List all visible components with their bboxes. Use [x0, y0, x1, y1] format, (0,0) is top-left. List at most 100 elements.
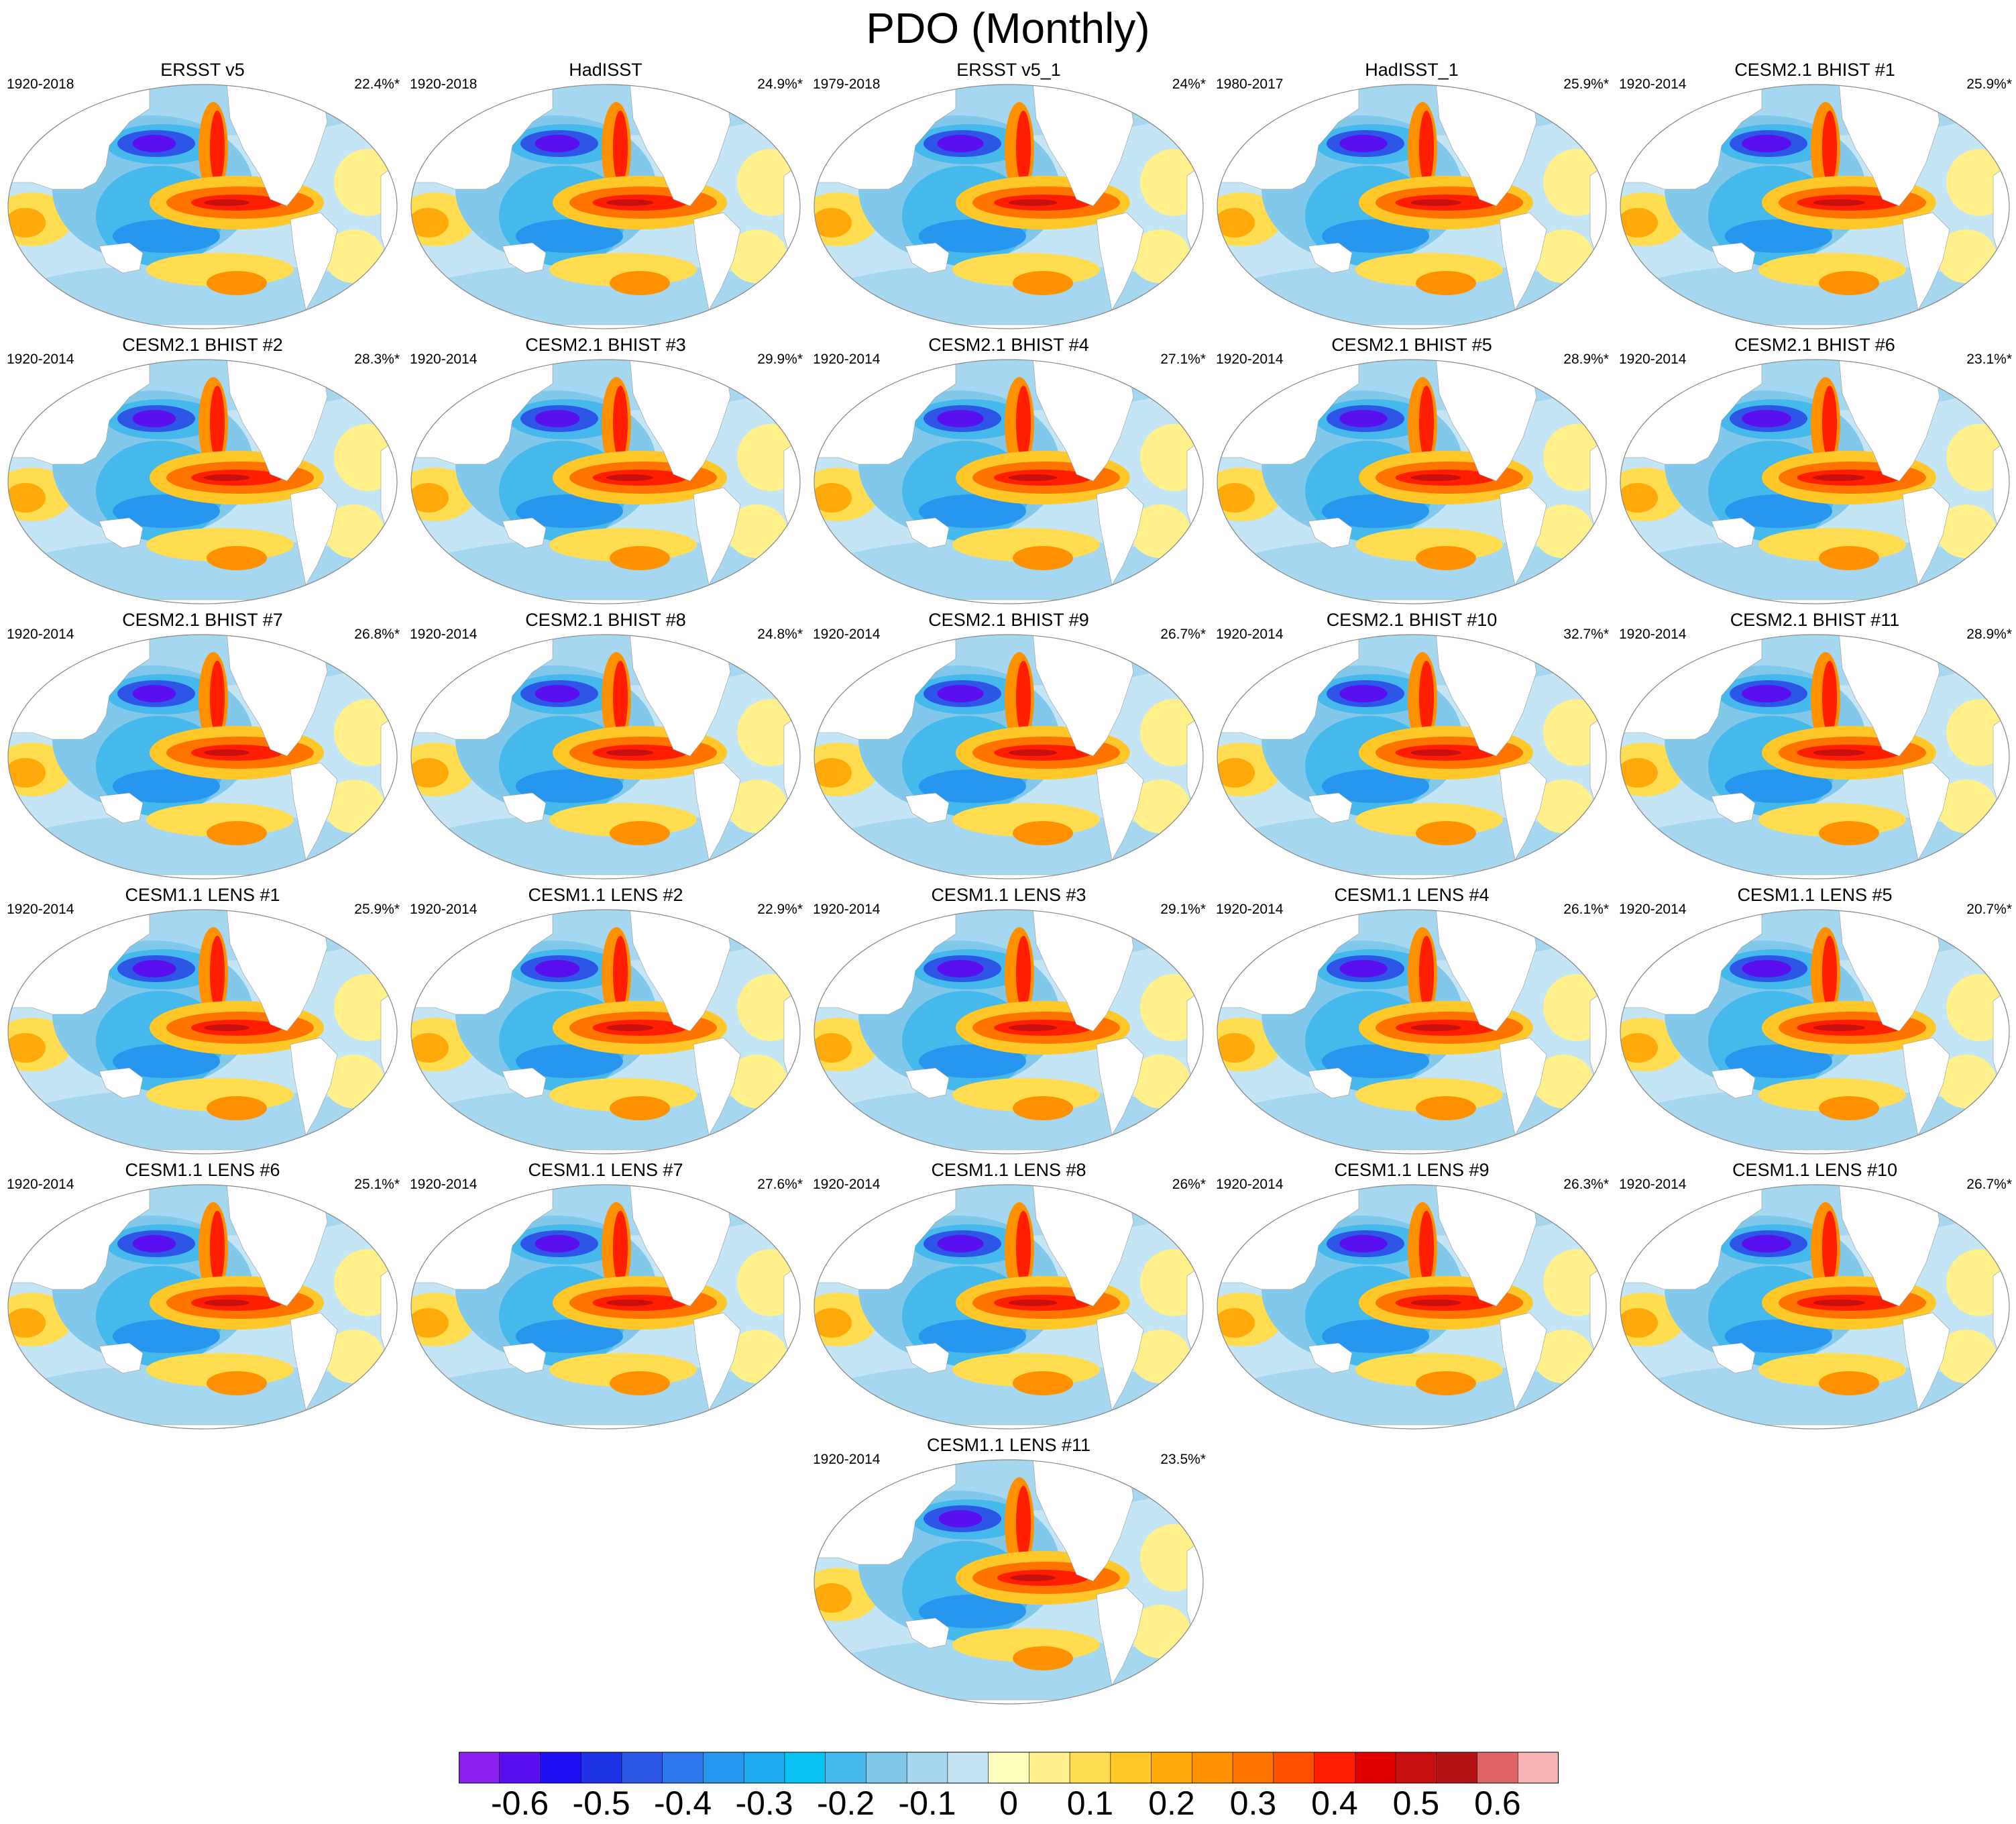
sst-contour — [1620, 758, 1658, 788]
sst-contour — [1819, 546, 1879, 570]
map-outline — [1217, 359, 1607, 604]
colorbar-swatch — [784, 1752, 826, 1784]
panel-title: CESM1.1 LENS #6 — [125, 1160, 280, 1180]
sst-contour — [1410, 1299, 1461, 1306]
sst-contour — [210, 1211, 225, 1285]
panel-years: 1920-2014 — [813, 1177, 881, 1192]
map-panel: CESM2.1 BHIST #7 1920-2014 26.8%* — [3, 609, 402, 879]
landmass — [502, 242, 547, 274]
sst-contour — [1742, 685, 1791, 702]
landmass — [99, 517, 144, 549]
sst-contour — [1813, 1024, 1865, 1031]
map-panel: CESM1.1 LENS #6 1920-2014 25.1%* — [3, 1159, 402, 1430]
sst-contour — [1008, 1024, 1058, 1031]
colorbar-swatch — [662, 1752, 704, 1784]
panel-percent: 20.7%* — [1966, 902, 2012, 917]
colorbar-swatch — [947, 1752, 989, 1784]
sst-contour — [1819, 1096, 1879, 1120]
map-panel: CESM2.1 BHIST #5 1920-2014 28.9%* — [1212, 334, 1612, 604]
panel-title: CESM2.1 BHIST #8 — [525, 610, 686, 630]
colorbar-frame — [459, 1752, 1559, 1784]
colorbar-swatch — [1029, 1752, 1070, 1784]
map-panel: CESM2.1 BHIST #8 1920-2014 24.8%* — [406, 609, 805, 879]
panel-title: CESM2.1 BHIST #11 — [1730, 610, 1900, 630]
sst-contour — [1013, 271, 1073, 295]
sst-contour — [207, 1371, 267, 1395]
landmass — [1620, 1149, 2009, 1154]
sst-contour — [1742, 960, 1791, 977]
sst-contour — [1016, 1211, 1031, 1285]
panel-title: CESM1.1 LENS #2 — [528, 885, 683, 905]
sst-contour — [8, 1308, 46, 1338]
sst-map — [814, 359, 1204, 604]
landmass — [1993, 712, 2009, 827]
sst-map — [1217, 634, 1607, 879]
landmass — [1620, 874, 2009, 879]
landmass — [8, 874, 397, 879]
sst-contour — [535, 685, 580, 702]
sst-contour — [1008, 1299, 1058, 1306]
panel-percent: 27.6%* — [757, 1177, 803, 1192]
panel-years: 1920-2014 — [1619, 902, 1687, 917]
landmass — [1711, 1067, 1756, 1099]
colorbar-tick-label: 0.4 — [1311, 1784, 1358, 1822]
sst-contour — [1339, 960, 1388, 977]
landmass — [502, 517, 547, 549]
landmass — [783, 987, 800, 1102]
colorbar-swatch — [499, 1752, 541, 1784]
panel-title: HadISST — [569, 60, 642, 80]
colorbar-swatch — [1110, 1752, 1152, 1784]
sst-contour — [207, 821, 267, 845]
panel-title: CESM1.1 LENS #4 — [1334, 885, 1490, 905]
panel-title: CESM2.1 BHIST #6 — [1734, 335, 1895, 355]
map-panel: CESM2.1 BHIST #9 1920-2014 26.7%* — [809, 609, 1209, 879]
landmass — [411, 599, 800, 604]
sst-contour — [113, 1044, 220, 1078]
sst-contour — [204, 474, 249, 481]
sst-contour — [535, 960, 580, 977]
map-panel: ERSST v5 1920-2018 22.4%* — [3, 59, 402, 329]
landmass — [783, 162, 800, 277]
panel-title: CESM2.1 BHIST #7 — [122, 610, 283, 630]
sst-contour — [1013, 546, 1073, 570]
sst-contour — [1013, 821, 1073, 845]
colorbar-tick-label: -0.5 — [572, 1784, 630, 1822]
landmass — [1902, 487, 1950, 586]
sst-contour — [132, 685, 176, 702]
sst-contour — [1813, 199, 1865, 206]
landmass — [1589, 162, 1606, 277]
sst-contour — [113, 1320, 220, 1353]
landmass — [1096, 1037, 1144, 1136]
panel-title: HadISST_1 — [1365, 60, 1459, 80]
colorbar-swatch — [1192, 1752, 1233, 1784]
landmass — [693, 1312, 741, 1411]
sst-contour — [1016, 1486, 1031, 1560]
sst-contour — [606, 1299, 654, 1306]
sst-contour — [132, 410, 176, 427]
colorbar-tick-label: -0.1 — [898, 1784, 956, 1822]
sst-contour — [1822, 661, 1837, 735]
sst-contour — [1322, 494, 1429, 528]
sst-contour — [8, 1033, 46, 1063]
sst-contour — [1725, 1044, 1832, 1078]
sst-contour — [814, 1308, 852, 1338]
panel-percent: 24.8%* — [757, 627, 803, 642]
sst-contour — [411, 1308, 449, 1338]
sst-contour — [919, 1595, 1026, 1628]
sst-map — [7, 84, 398, 329]
panel-years: 1920-2014 — [1216, 352, 1284, 367]
landmass — [1096, 212, 1144, 311]
panel-title: CESM1.1 LENS #10 — [1732, 1160, 1898, 1180]
map-outline — [7, 359, 398, 604]
map-outline — [410, 1184, 801, 1430]
sst-contour — [814, 1033, 852, 1063]
sst-contour — [1620, 483, 1658, 513]
sst-contour — [1339, 410, 1388, 427]
landmass — [1993, 1262, 2009, 1377]
sst-contour — [1419, 111, 1434, 184]
sst-contour — [1016, 111, 1031, 184]
landmass — [1096, 487, 1144, 586]
sst-map — [1620, 359, 2010, 604]
landmass — [1186, 162, 1203, 277]
sst-contour — [919, 494, 1026, 528]
